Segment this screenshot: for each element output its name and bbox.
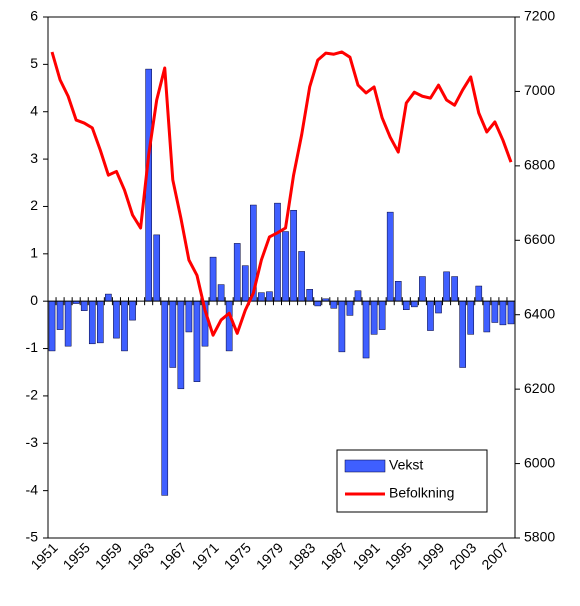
x-tick-label: 1991 — [349, 539, 382, 572]
y2-tick-label: 7200 — [524, 8, 555, 24]
bar — [499, 300, 507, 326]
y2-tick-label: 5800 — [524, 529, 555, 545]
bar — [435, 300, 442, 314]
bar — [338, 300, 346, 353]
bar — [427, 300, 434, 331]
bar — [402, 300, 410, 310]
y2-tick-label: 6600 — [524, 231, 555, 247]
bar — [48, 300, 56, 352]
bar — [64, 300, 72, 347]
y2-tick-label: 6800 — [524, 157, 555, 173]
x-tick-label: 1955 — [60, 539, 93, 572]
y-tick-label: -2 — [26, 387, 39, 403]
x-tick-label: 2007 — [478, 539, 511, 572]
bar — [121, 300, 128, 352]
x-tick-label: 1967 — [156, 539, 189, 572]
legend-label: Befolkning — [389, 485, 454, 501]
x-tick-label: 1979 — [253, 539, 286, 572]
bar — [97, 300, 104, 344]
bar — [451, 276, 458, 302]
y2-tick-label: 6400 — [524, 305, 555, 321]
y2-tick-label: 7000 — [524, 82, 555, 98]
bar — [394, 281, 402, 302]
line — [50, 50, 513, 337]
bar — [113, 300, 120, 339]
bar — [193, 300, 201, 382]
legend-swatch — [344, 459, 386, 473]
bar — [233, 243, 241, 302]
bar — [378, 300, 386, 330]
x-tick-label: 1983 — [285, 539, 318, 572]
y-tick-label: -3 — [26, 434, 39, 450]
bar — [129, 300, 136, 321]
bar — [56, 300, 64, 330]
bar — [459, 300, 466, 368]
y-tick-label: -1 — [26, 339, 39, 355]
x-tick-label: 1995 — [382, 539, 415, 572]
y-tick-label: -5 — [26, 529, 39, 545]
bar — [169, 300, 177, 368]
bar — [225, 300, 233, 352]
y-tick-label: 5 — [30, 55, 38, 71]
bar — [258, 292, 265, 302]
bar — [386, 211, 394, 302]
x-tick-label: 1975 — [221, 539, 254, 572]
bar — [161, 300, 169, 496]
plot-area — [47, 16, 516, 539]
y-tick-label: 6 — [30, 8, 38, 24]
x-tick-label: 1987 — [317, 539, 350, 572]
bar — [491, 300, 499, 323]
bar — [475, 285, 483, 302]
legend-label: Vekst — [389, 457, 423, 473]
x-tick-label: 1959 — [92, 539, 125, 572]
y-tick-label: -4 — [26, 481, 39, 497]
bar — [507, 300, 515, 325]
bar — [298, 251, 305, 302]
x-tick-label: 1999 — [414, 539, 447, 572]
bar — [209, 256, 217, 302]
bar — [306, 289, 313, 302]
bar — [217, 284, 225, 302]
bar — [105, 293, 112, 302]
bar — [443, 271, 450, 302]
bar — [362, 300, 370, 359]
x-tick-label: 2003 — [446, 539, 479, 572]
y-tick-label: 4 — [30, 102, 38, 118]
x-tick-label: 1971 — [188, 539, 221, 572]
bar — [266, 291, 273, 302]
bar — [467, 300, 475, 335]
bar — [354, 290, 362, 302]
bar — [88, 300, 96, 345]
y-tick-label: 1 — [30, 245, 38, 261]
bar — [153, 234, 161, 302]
bar — [330, 300, 338, 309]
bar — [483, 300, 491, 333]
bar — [314, 300, 322, 307]
y-tick-label: 2 — [30, 197, 38, 213]
y-tick-label: 3 — [30, 150, 38, 166]
bar — [290, 209, 297, 302]
bar — [411, 300, 418, 308]
x-tick-label: 1963 — [124, 539, 157, 572]
bar — [241, 265, 249, 302]
bar — [177, 300, 185, 390]
y2-tick-label: 6200 — [524, 380, 555, 396]
bar — [370, 300, 378, 335]
bar — [185, 300, 193, 333]
bar — [346, 300, 354, 316]
bar — [274, 202, 281, 302]
y-tick-label: 0 — [30, 292, 38, 308]
y2-tick-label: 6000 — [524, 454, 555, 470]
bar — [80, 300, 88, 311]
bar — [282, 231, 289, 302]
bar — [419, 276, 426, 302]
